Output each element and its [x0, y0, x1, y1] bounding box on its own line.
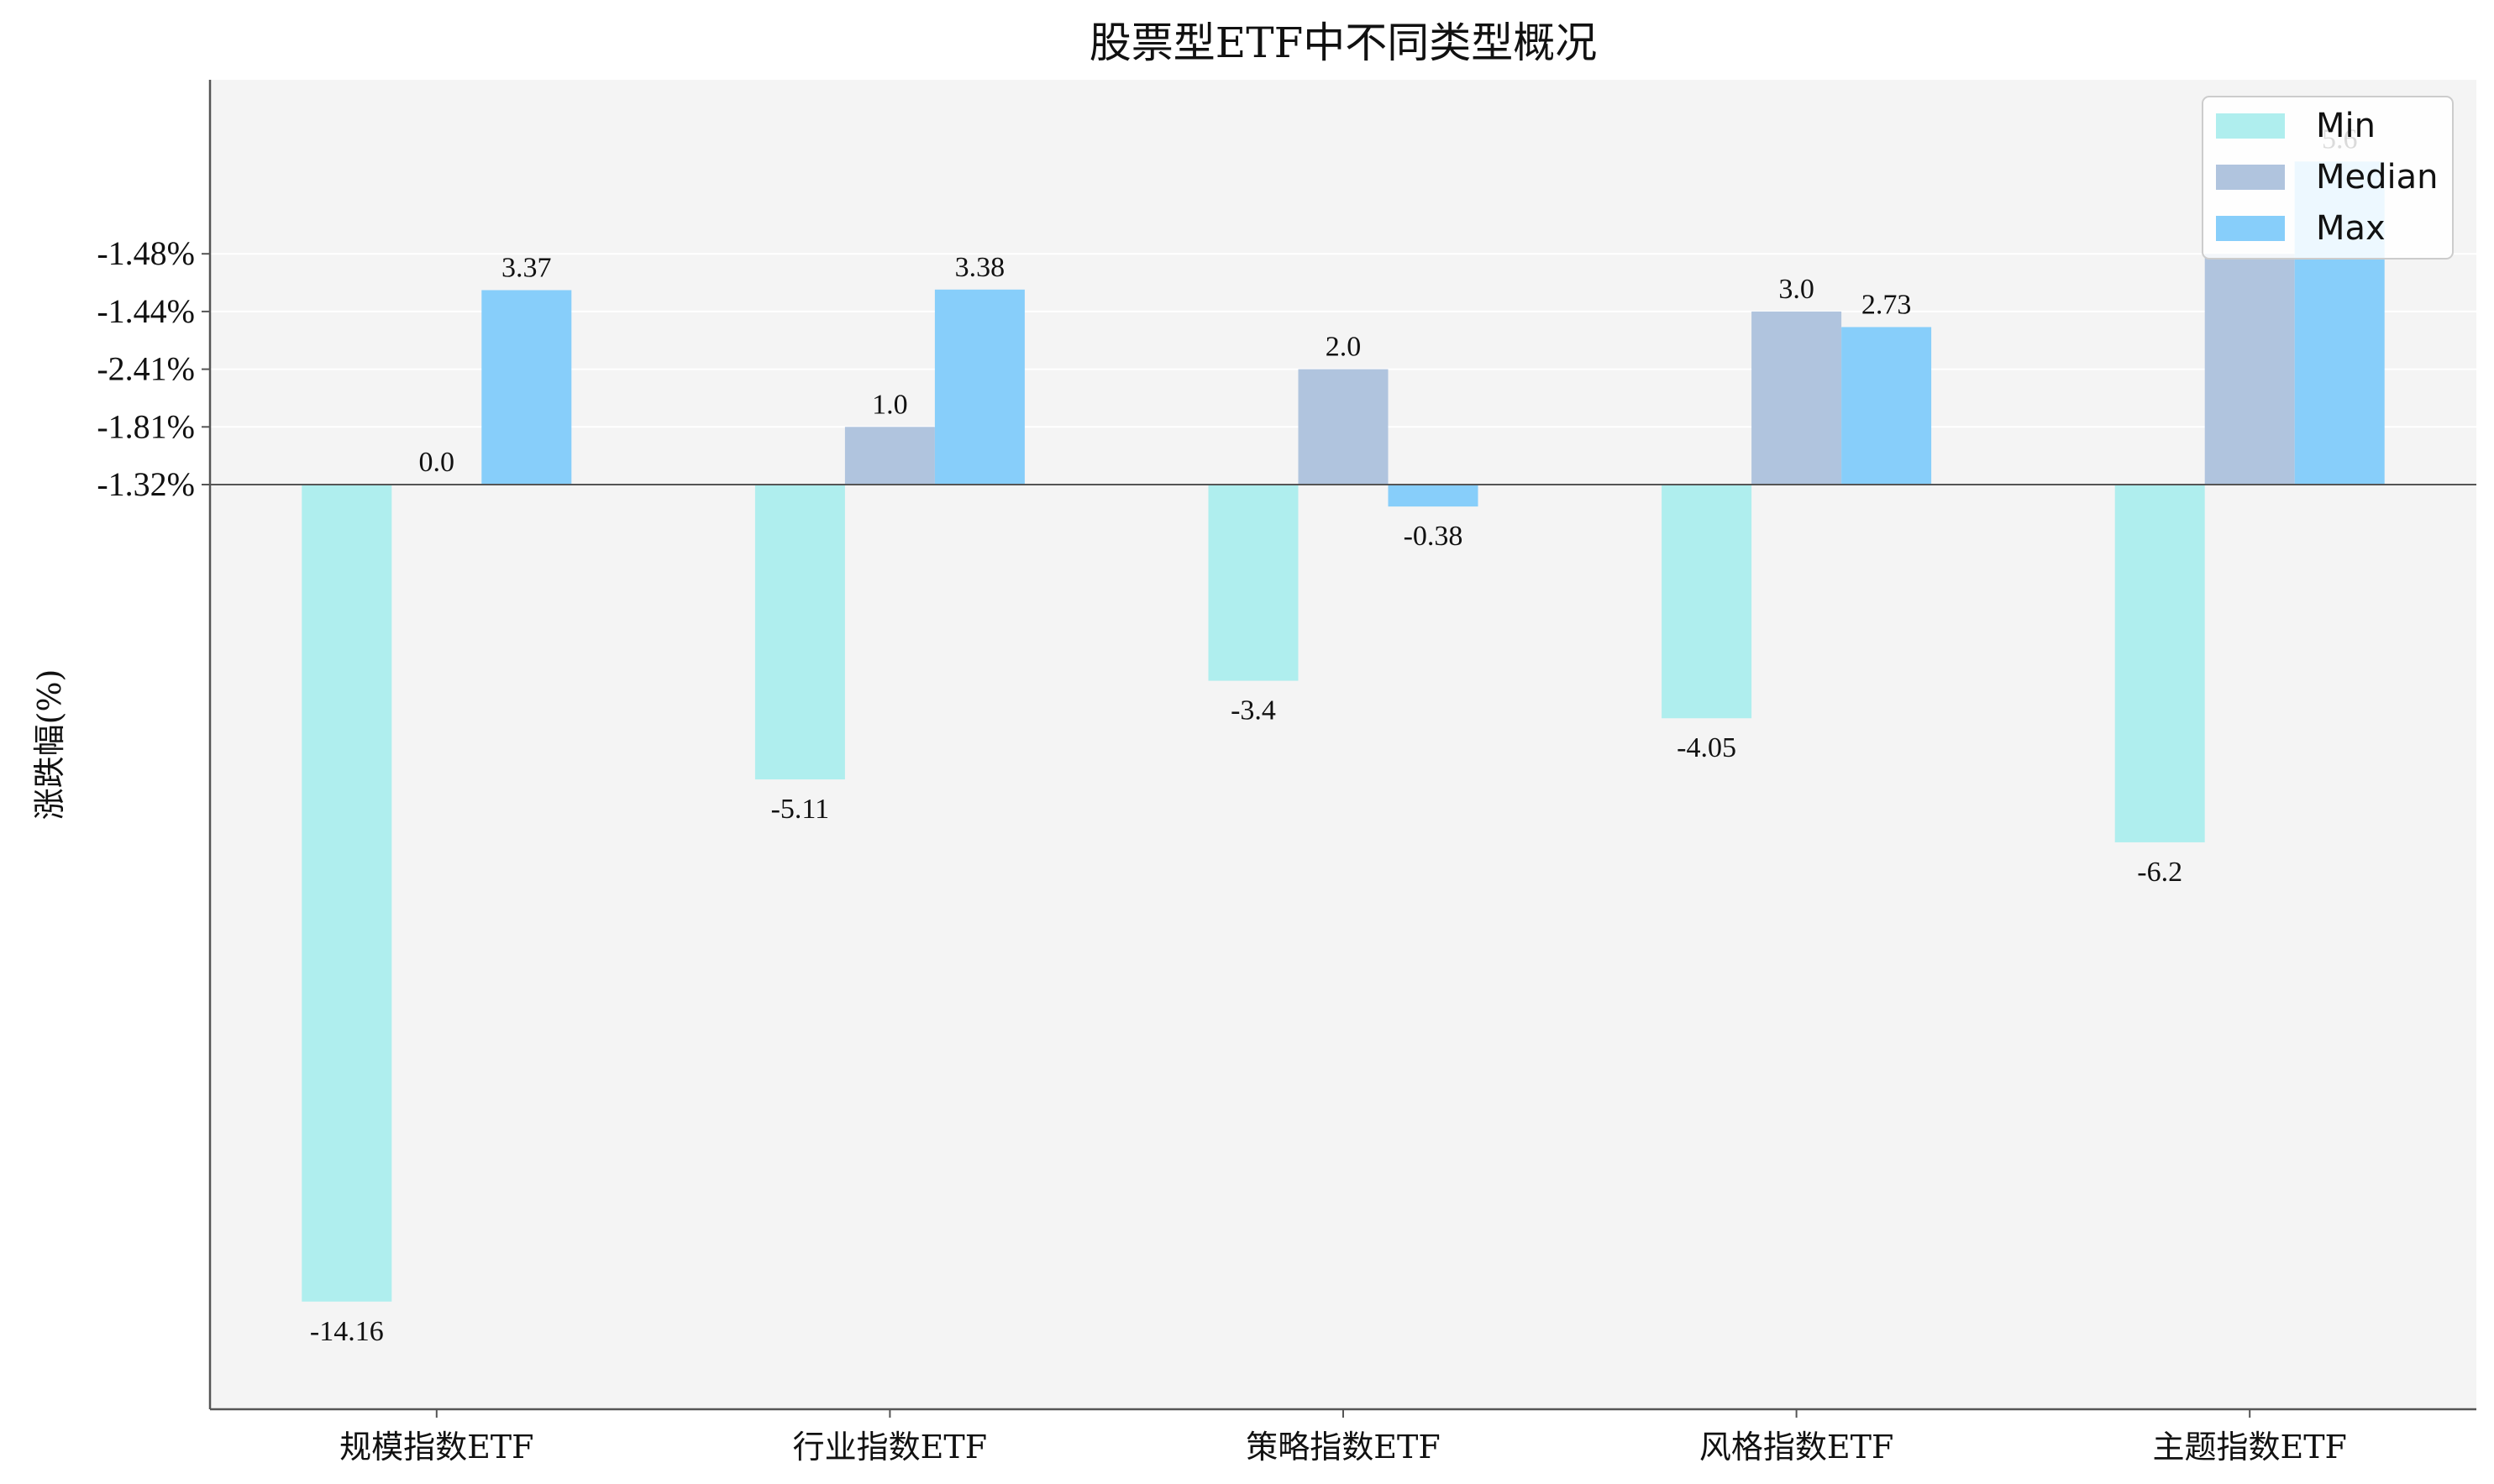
y-axis-label: 涨跌幅(%) [31, 669, 68, 821]
x-tick-label-3: 策略指数ETF [1246, 1429, 1440, 1466]
plot-background [210, 80, 2476, 1409]
bar-median-4 [1751, 311, 1842, 485]
data-label-median-1: 0.0 [419, 447, 455, 478]
bar-median-5 [2204, 254, 2295, 485]
x-tick-label-2: 行业指数ETF [793, 1429, 987, 1466]
data-label-median-4: 3.0 [1778, 274, 1814, 305]
bar-max-3 [1388, 485, 1478, 507]
data-label-max-2: 3.38 [955, 252, 1005, 283]
data-label-median-2: 1.0 [872, 389, 908, 420]
x-tick-label-4: 风格指数ETF [1699, 1429, 1893, 1466]
bar-min-3 [1208, 485, 1299, 681]
data-label-min-5: -6.2 [2137, 857, 2182, 888]
bar-min-5 [2114, 485, 2205, 842]
data-label-min-3: -3.4 [1231, 695, 1276, 726]
chart-title: 股票型ETF中不同类型概况 [1089, 18, 1598, 67]
legend-swatch-min [2216, 113, 2285, 139]
data-label-median-3: 2.0 [1326, 332, 1362, 363]
data-label-min-4: -4.05 [1677, 732, 1736, 763]
data-label-max-3: -0.38 [1404, 521, 1463, 552]
bar-min-4 [1662, 485, 1752, 719]
x-tick-label-5: 主题指数ETF [2152, 1429, 2346, 1466]
bar-median-3 [1298, 369, 1389, 485]
bar-max-4 [1841, 327, 1932, 485]
legend-label-min: Min [2316, 107, 2376, 145]
bar-median-2 [844, 427, 935, 485]
legend-label-max: Max [2316, 209, 2386, 248]
y-tick-label-2: -2.41% [97, 350, 195, 388]
legend-swatch-max [2216, 216, 2285, 241]
y-tick-label-4: -1.32% [97, 465, 195, 503]
bar-min-2 [754, 485, 845, 780]
data-label-max-4: 2.73 [1861, 289, 1912, 320]
legend-label-median: Median [2316, 158, 2439, 197]
y-tick-label-0: -1.48% [97, 234, 195, 272]
bar-min-1 [302, 485, 392, 1302]
data-label-min-2: -5.11 [771, 794, 830, 825]
y-tick-label-3: -1.81% [97, 407, 195, 445]
data-label-max-1: 3.37 [501, 252, 552, 283]
bar-max-2 [934, 289, 1025, 485]
y-tick-label-1: -1.44% [97, 292, 195, 330]
bar-max-1 [481, 290, 572, 485]
legend-swatch-median [2216, 165, 2285, 190]
data-label-min-1: -14.16 [310, 1316, 384, 1347]
x-tick-label-1: 规模指数ETF [339, 1429, 533, 1466]
